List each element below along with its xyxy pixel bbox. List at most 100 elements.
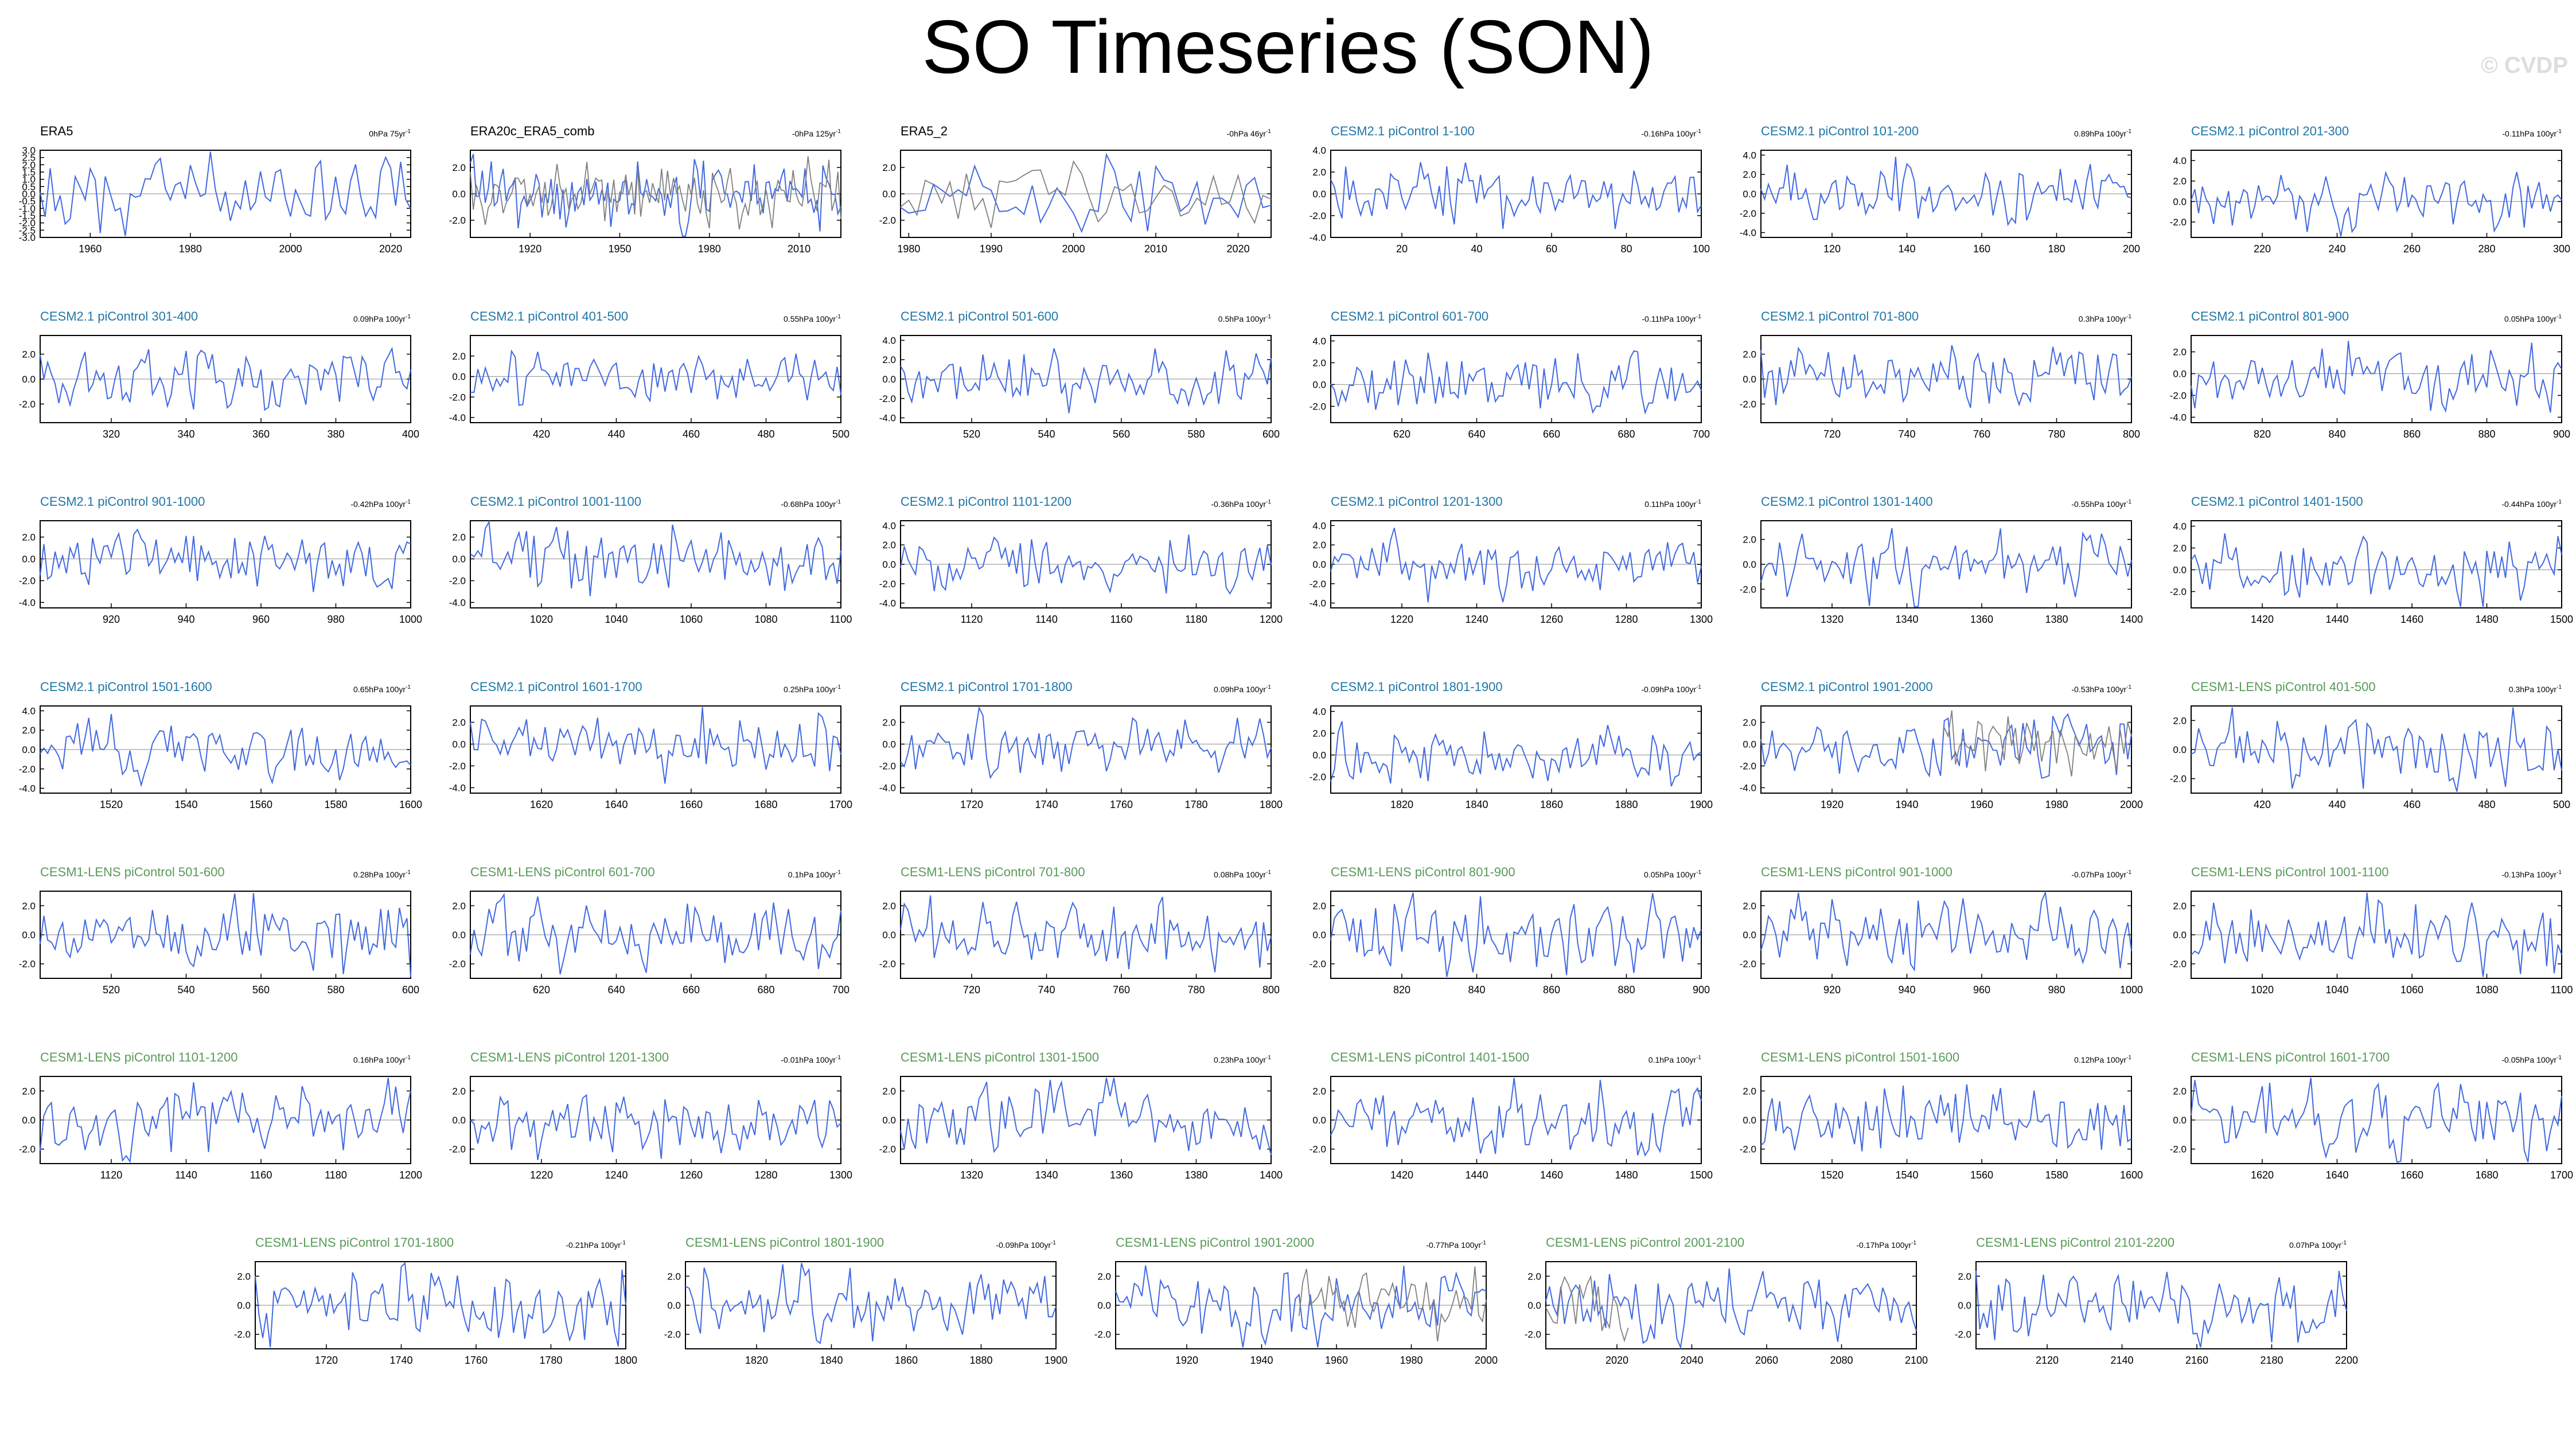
x-tick-label: 560 [1113, 428, 1130, 440]
x-tick-label: 1360 [1970, 614, 1993, 625]
x-tick-label: 1340 [1035, 1169, 1058, 1181]
x-tick-label: 1780 [539, 1355, 562, 1366]
x-tick-label: 520 [963, 428, 980, 440]
y-tick-label: 0.0 [1312, 750, 1326, 761]
y-tick-label: -2.0 [19, 959, 36, 970]
x-tick-label: 1860 [895, 1355, 918, 1366]
trend-unit: -1 [406, 499, 411, 505]
y-tick-label: 0.0 [2173, 196, 2187, 207]
panel-17: CESM2.1 piControl 1301-1400 -0.55hPa 100y… [1740, 494, 2143, 625]
x-tick-label: 740 [1898, 428, 1915, 440]
x-tick-label: 1800 [614, 1355, 637, 1366]
panel-12: CESM2.1 piControl 801-900 0.05hPa 100yr-1… [2170, 309, 2570, 440]
panel-trend: -0.09hPa 100yr-1 [996, 1240, 1056, 1250]
x-tick-label: 1100 [2551, 984, 2573, 996]
y-tick-label: 0.0 [22, 554, 36, 565]
y-tick-label: -2.0 [879, 579, 896, 590]
x-tick-label: 460 [683, 428, 700, 440]
x-tick-label: 1160 [1110, 614, 1133, 625]
x-tick-label: 1600 [2120, 1169, 2143, 1181]
x-tick-label: 720 [963, 984, 980, 996]
x-tick-label: 800 [2123, 428, 2140, 440]
x-tick-label: 1920 [519, 243, 541, 255]
x-tick-label: 1000 [2120, 984, 2143, 996]
x-tick-label: 1400 [2120, 614, 2143, 625]
y-tick-label: -2.0 [19, 399, 36, 409]
x-tick-label: 1560 [1970, 1169, 1993, 1181]
x-tick-label: 580 [327, 984, 344, 996]
panel-trend: 0.55hPa 100yr-1 [784, 314, 841, 323]
trend-unit: -1 [1696, 314, 1701, 320]
x-tick-label: 1420 [2251, 614, 2274, 625]
panel-trend: -0.17hPa 100yr-1 [1856, 1240, 1916, 1250]
x-tick-label: 1300 [1690, 614, 1713, 625]
x-tick-label: 1300 [829, 1169, 852, 1181]
x-tick-label: 2000 [1062, 243, 1085, 255]
series-line [470, 349, 841, 406]
trend-unit: -1 [1266, 314, 1271, 320]
trend-unit: -1 [2126, 128, 2131, 135]
y-tick-label: 2.0 [1312, 900, 1326, 911]
y-tick-label: 2.0 [22, 349, 36, 360]
x-tick-label: 1200 [399, 1169, 422, 1181]
trend-unit: -1 [406, 684, 411, 690]
x-tick-label: 1060 [2400, 984, 2423, 996]
y-tick-label: -2.0 [1525, 1329, 1541, 1340]
series-line [1760, 345, 2132, 408]
y-tick-label: -4.0 [1310, 598, 1326, 609]
trend-unit: -1 [406, 1055, 411, 1061]
series-line [1760, 1084, 2132, 1152]
y-tick-label: 4.0 [1312, 336, 1326, 347]
y-tick-label: -2.0 [879, 1144, 896, 1155]
series-line [470, 1094, 841, 1160]
trend-unit: -1 [1696, 499, 1701, 505]
y-tick-label: -2.0 [19, 218, 36, 229]
panel-18: CESM2.1 piControl 1401-1500 -0.44hPa 100y… [2170, 494, 2573, 625]
x-tick-label: 220 [2254, 243, 2271, 255]
y-tick-label: -2.0 [2170, 774, 2187, 785]
x-tick-label: 120 [1823, 243, 1841, 255]
y-tick-label: -2.0 [19, 1144, 36, 1155]
panel-title: CESM2.1 piControl 1901-2000 [1761, 680, 1933, 694]
y-tick-label: -2.0 [2170, 587, 2187, 598]
x-tick-label: 1220 [530, 1169, 553, 1181]
x-tick-label: 1460 [2400, 614, 2423, 625]
y-tick-label: 2.0 [237, 1271, 251, 1282]
trend-unit: -1 [2126, 1055, 2131, 1061]
x-tick-label: 380 [327, 428, 344, 440]
x-tick-label: 1280 [1615, 614, 1638, 625]
panel-title: CESM2.1 piControl 1501-1600 [40, 680, 212, 694]
x-tick-label: 1040 [2325, 984, 2348, 996]
panel-37: CESM1-LENS piControl 1701-1800 -0.21hPa 1… [234, 1235, 637, 1366]
x-tick-label: 1720 [315, 1355, 338, 1366]
panel-11: CESM2.1 piControl 701-800 0.3hPa 100yr-1 2… [1740, 309, 2140, 440]
x-tick-label: 1980 [698, 243, 721, 255]
x-tick-label: 800 [1262, 984, 1280, 996]
y-tick-label: 0.0 [882, 739, 896, 750]
x-tick-label: 1560 [250, 799, 272, 810]
y-tick-label: 0.0 [452, 372, 466, 383]
x-tick-label: 1540 [1895, 1169, 1918, 1181]
series-line [900, 895, 1272, 973]
y-tick-label: 2.5 [22, 153, 36, 163]
y-tick-label: -2.0 [1740, 208, 1756, 219]
panel-20: CESM2.1 piControl 1601-1700 0.25hPa 100yr… [449, 680, 852, 810]
y-tick-label: 0.0 [1312, 380, 1326, 391]
x-tick-label: 860 [1543, 984, 1560, 996]
x-tick-label: 1180 [325, 1169, 347, 1181]
x-tick-label: 1480 [1615, 1169, 1638, 1181]
y-tick-label: 4.0 [882, 520, 896, 531]
y-tick-label: -4.0 [1740, 228, 1756, 239]
series-line [1330, 1078, 1702, 1157]
panel-title: CESM2.1 piControl 1401-1500 [2191, 494, 2363, 509]
x-tick-label: 740 [1038, 984, 1055, 996]
x-tick-label: 1800 [1260, 799, 1283, 810]
page-title: SO Timeseries (SON) [922, 5, 1654, 89]
y-tick-label: 0.0 [882, 1115, 896, 1126]
y-tick-label: 2.0 [22, 1086, 36, 1096]
x-tick-label: 600 [1262, 428, 1280, 440]
series-line [900, 1078, 1272, 1155]
panel-title: CESM2.1 piControl 601-700 [1331, 309, 1488, 323]
y-tick-label: 0.0 [1312, 559, 1326, 570]
x-tick-label: 1900 [1690, 799, 1713, 810]
